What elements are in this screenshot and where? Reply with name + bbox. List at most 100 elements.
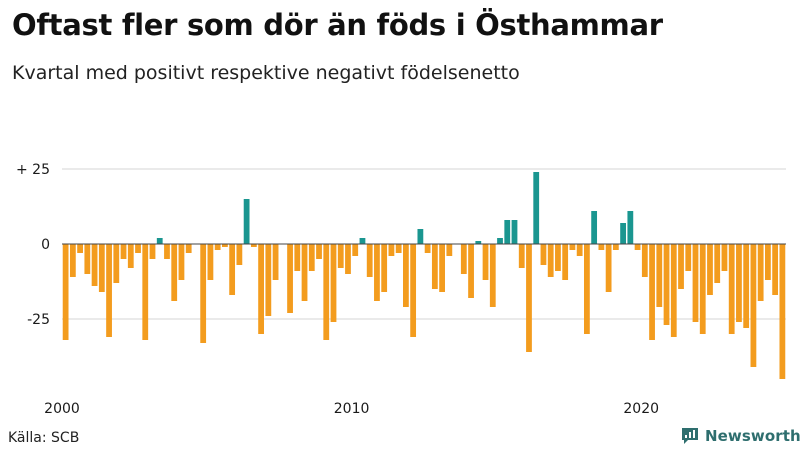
brand-name: Newsworthy bbox=[705, 427, 800, 445]
bar-negative bbox=[765, 244, 771, 280]
bar-negative bbox=[526, 244, 532, 352]
bar-negative bbox=[178, 244, 185, 280]
bar-negative bbox=[743, 244, 750, 328]
bar-negative bbox=[663, 244, 670, 325]
bar-negative bbox=[569, 244, 576, 250]
x-tick-label: 2020 bbox=[623, 401, 659, 417]
x-tick-label: 2000 bbox=[44, 401, 80, 417]
bar-negative bbox=[207, 244, 214, 280]
bar-negative bbox=[258, 244, 264, 334]
bar-negative bbox=[439, 244, 445, 292]
bar-positive bbox=[359, 238, 366, 244]
y-axis: + 25 0 -25 bbox=[16, 162, 50, 328]
bar-negative bbox=[352, 244, 359, 256]
bar-negative bbox=[388, 244, 395, 256]
bar-negative bbox=[779, 244, 786, 379]
source-note: Källa: SCB bbox=[8, 430, 80, 446]
x-tick-label: 2010 bbox=[334, 401, 370, 417]
bar-negative bbox=[323, 244, 330, 340]
bar-negative bbox=[410, 244, 417, 337]
bar-negative bbox=[171, 244, 178, 301]
bar-negative bbox=[728, 244, 735, 334]
bar-negative bbox=[468, 244, 474, 298]
bar-negative bbox=[330, 244, 337, 322]
bar-negative bbox=[750, 244, 757, 367]
bar-negative bbox=[446, 244, 453, 256]
bar-negative bbox=[605, 244, 612, 292]
bar-positive bbox=[417, 229, 424, 244]
bars bbox=[62, 172, 786, 379]
bar-negative bbox=[395, 244, 402, 253]
bar-negative bbox=[424, 244, 431, 253]
y-tick-label: -25 bbox=[27, 312, 50, 328]
bar-positive bbox=[620, 223, 626, 244]
bar-positive bbox=[156, 238, 163, 244]
bar-negative bbox=[757, 244, 764, 301]
bar-negative bbox=[576, 244, 583, 256]
bar-negative bbox=[77, 244, 83, 253]
bar-negative bbox=[649, 244, 655, 340]
bar-negative bbox=[200, 244, 207, 343]
bar-positive bbox=[511, 220, 518, 244]
bar-positive bbox=[475, 241, 482, 244]
bar-negative bbox=[106, 244, 112, 337]
bar-negative bbox=[482, 244, 489, 280]
bar-negative bbox=[772, 244, 779, 295]
bar-negative bbox=[598, 244, 605, 250]
bar-negative bbox=[431, 244, 438, 289]
bar-negative bbox=[69, 244, 76, 277]
bar-negative bbox=[714, 244, 721, 283]
bar-negative bbox=[316, 244, 322, 259]
brand-logo[interactable]: Newsworthy bbox=[680, 426, 800, 446]
bar-negative bbox=[127, 244, 134, 268]
bar-negative bbox=[692, 244, 699, 322]
bar-negative bbox=[301, 244, 308, 301]
bar-negative bbox=[250, 244, 257, 247]
y-tick-label: + 25 bbox=[16, 162, 50, 178]
bar-positive bbox=[497, 238, 503, 244]
bar-negative bbox=[634, 244, 641, 250]
bar-negative bbox=[294, 244, 301, 271]
bar-negative bbox=[736, 244, 742, 322]
bar-negative bbox=[84, 244, 91, 274]
bar-negative bbox=[98, 244, 105, 292]
bar-negative bbox=[272, 244, 279, 280]
bar-negative bbox=[540, 244, 547, 265]
bar-negative bbox=[214, 244, 221, 250]
bar-negative bbox=[236, 244, 243, 265]
bar-negative bbox=[366, 244, 373, 277]
bar-negative bbox=[641, 244, 648, 277]
bar-negative bbox=[699, 244, 706, 334]
bar-negative bbox=[113, 244, 120, 283]
bar-negative bbox=[265, 244, 272, 316]
bar-negative bbox=[308, 244, 315, 271]
bar-negative bbox=[91, 244, 98, 286]
bar-negative bbox=[656, 244, 663, 307]
bar-negative bbox=[120, 244, 127, 259]
y-tick-label: 0 bbox=[41, 237, 50, 253]
bar-negative bbox=[670, 244, 677, 337]
bar-negative bbox=[287, 244, 293, 313]
bar-negative bbox=[142, 244, 149, 340]
bar-negative bbox=[164, 244, 170, 259]
bar-negative bbox=[707, 244, 713, 295]
bar-positive bbox=[533, 172, 540, 244]
bar-positive bbox=[504, 220, 511, 244]
bar-negative bbox=[185, 244, 192, 253]
bar-negative bbox=[149, 244, 156, 259]
bar-negative bbox=[555, 244, 561, 271]
x-axis: 2000 2010 2020 bbox=[44, 401, 659, 417]
bar-positive bbox=[627, 211, 634, 244]
bar-negative bbox=[721, 244, 728, 271]
newsworthy-logo-icon bbox=[682, 428, 698, 444]
bar-positive bbox=[591, 211, 598, 244]
bar-negative bbox=[584, 244, 590, 334]
bar-negative bbox=[685, 244, 692, 271]
bar-negative bbox=[222, 244, 228, 247]
chart-subtitle: Kvartal med positivt respektive negativt… bbox=[12, 62, 520, 84]
bar-negative bbox=[337, 244, 344, 268]
bar-negative bbox=[345, 244, 351, 274]
bar-positive bbox=[243, 199, 250, 244]
bar-negative bbox=[612, 244, 619, 250]
